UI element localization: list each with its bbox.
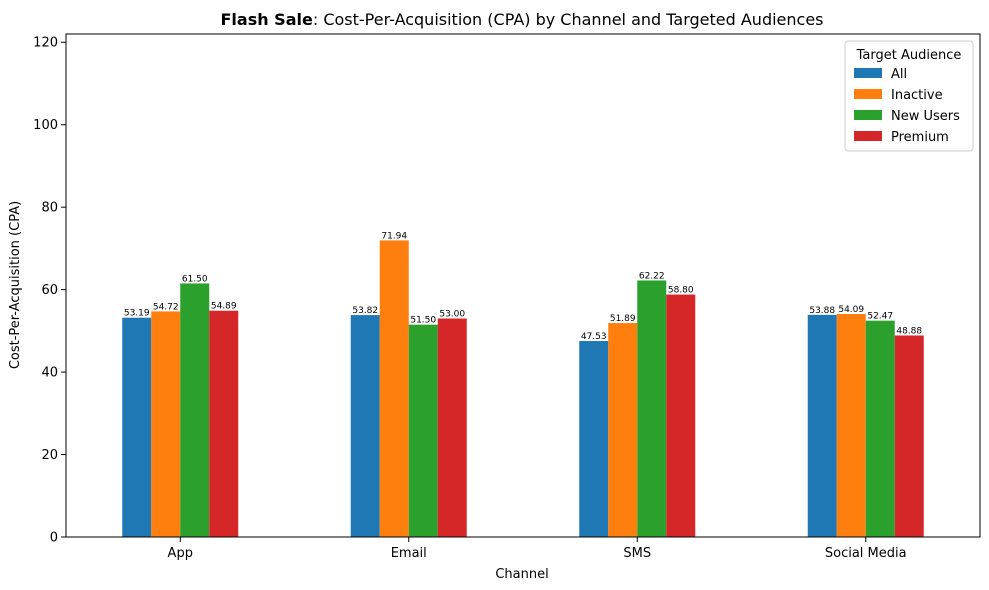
bar [379,240,409,538]
bar [437,318,467,537]
y-tick-label: 120 [33,36,58,51]
y-tick-label: 0 [50,531,58,546]
bar-value-label: 51.50 [410,316,436,326]
bar [637,280,667,537]
bar-value-label: 62.22 [639,271,665,281]
y-tick-label: 40 [41,366,58,381]
legend-swatch [854,68,882,78]
legend-entry-label: All [891,67,907,82]
bar-value-label: 53.82 [352,306,378,316]
bar [865,320,895,537]
bar-value-label: 52.47 [867,312,893,322]
legend: Target Audience All Inactive New Users Premi… [844,40,974,152]
plot-area: 53.19 53.82 47.53 53.88 54.72 71.94 51.89 54.09… [33,33,981,561]
bar [122,317,152,537]
bar [408,324,438,537]
legend-title: Target Audience [856,48,962,63]
legend-swatch [854,89,882,99]
legend-entry-label: Inactive [891,88,943,103]
y-tick-label: 100 [33,118,58,133]
x-tick-label: Social Media [825,546,907,561]
chart-title-bold: Flash Sale [220,10,313,29]
bar [807,314,837,537]
y-tick-label: 60 [41,283,58,298]
x-tick-label: App [168,546,193,561]
bar [350,315,380,537]
x-axis-label: Channel [495,567,548,582]
y-tick-label: 80 [41,201,58,216]
bar-value-label: 71.94 [381,231,407,241]
bar-value-label: 47.53 [581,332,607,342]
plot-frame [65,33,981,538]
bar [209,310,239,537]
bar-value-label: 58.80 [668,286,694,296]
x-tick-label: SMS [623,546,651,561]
y-axis-label: Cost-Per-Acquisition (CPA) [8,201,23,369]
legend-entry-label: New Users [891,109,960,124]
bar [666,294,696,537]
bar-value-label: 61.50 [182,274,208,284]
legend-swatch [854,110,882,120]
bar-value-label: 54.09 [838,305,864,315]
bar-value-label: 48.88 [896,326,922,336]
chart-title: Flash Sale: Cost-Per-Acquisition (CPA) b… [220,10,823,29]
bar-value-label: 51.89 [610,314,636,324]
bar-value-label: 53.00 [439,309,465,319]
x-tick-label: Email [391,546,427,561]
legend-entry-label: Premium [891,130,949,145]
bar [608,323,638,537]
bar [151,311,181,537]
bar-value-label: 54.72 [153,302,179,312]
bar [180,283,210,537]
chart-title-rest: : Cost-Per-Acquisition (CPA) by Channel … [313,10,824,29]
bar-value-label: 53.19 [124,309,150,319]
bar [836,313,866,537]
bar [579,341,609,537]
bar-value-label: 54.89 [211,302,237,312]
legend-swatch [854,131,882,141]
bar-value-label: 53.88 [809,306,835,316]
y-tick-label: 20 [41,448,58,463]
bar [894,335,924,537]
